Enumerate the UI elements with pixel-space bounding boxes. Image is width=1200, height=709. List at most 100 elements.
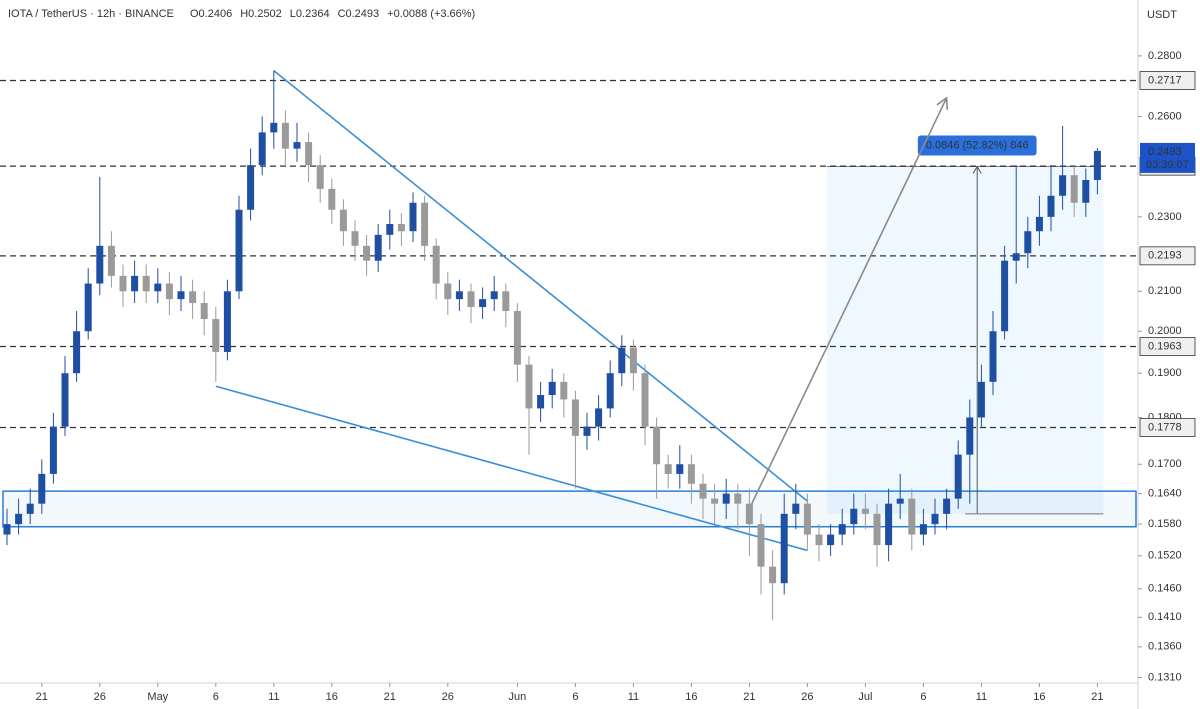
candle-body: [247, 165, 255, 210]
projection-arrow: [748, 97, 948, 510]
x-tick-label: 26: [801, 691, 813, 703]
candle-body: [339, 209, 347, 232]
candle-body: [606, 373, 614, 409]
y-tick-label: 0.1310: [1148, 671, 1182, 683]
candle-body: [757, 524, 765, 567]
candle-body: [293, 142, 301, 149]
candle-body: [432, 245, 440, 284]
candle-body: [641, 373, 649, 427]
candle-body: [223, 291, 231, 352]
candle-body: [838, 524, 846, 535]
x-tick-label: 11: [628, 691, 639, 703]
candle-body: [397, 223, 405, 232]
x-tick-label: 26: [94, 691, 106, 703]
countdown: 03:39:07: [1146, 159, 1189, 171]
y-tick-label: 0.1900: [1148, 367, 1182, 379]
candle-body: [537, 395, 545, 409]
candle-body: [212, 319, 220, 352]
candle-body: [780, 513, 788, 584]
candle-body: [281, 122, 289, 149]
candle-body: [200, 303, 208, 320]
level-label-bg: [1139, 337, 1196, 356]
y-tick-label: 0.2600: [1148, 110, 1182, 122]
header: IOTA / TetherUS · 12h · BINANCE: [8, 8, 174, 20]
candle-body: [479, 299, 487, 308]
candle-body: [235, 209, 243, 292]
candle-body: [687, 464, 695, 484]
candle-body: [1082, 179, 1090, 203]
measure-label-bg: [917, 135, 1037, 156]
candle-body: [919, 524, 927, 535]
candle-body: [676, 464, 684, 474]
candle-body: [966, 417, 974, 455]
candle-body: [560, 381, 568, 400]
candle-body: [931, 513, 939, 525]
candle-body: [711, 498, 719, 504]
candle-body: [26, 503, 34, 514]
candle-body: [351, 231, 359, 246]
candle-body: [803, 503, 811, 535]
level-label-bg: [1139, 418, 1196, 437]
candle-body: [3, 524, 11, 535]
measure-arrowhead: [972, 165, 982, 174]
candle-body: [455, 291, 463, 300]
candle-body: [421, 202, 429, 246]
candle-body: [119, 275, 127, 292]
trendline: [273, 69, 808, 502]
x-tick-label: 6: [213, 691, 219, 703]
x-tick-label: 16: [326, 691, 338, 703]
y-tick-label: 0.1360: [1148, 641, 1182, 653]
candle-body: [548, 381, 556, 396]
candle-body: [583, 426, 591, 436]
candle-body: [38, 473, 46, 504]
x-tick-label: Jun: [509, 691, 527, 703]
candle-body: [1024, 231, 1032, 254]
candle-body: [165, 283, 173, 300]
x-tick-label: 21: [384, 691, 396, 703]
candle-body: [664, 464, 672, 474]
y-tick-label: 0.2000: [1148, 325, 1182, 337]
ohlc-value: L0.2364: [290, 8, 330, 20]
level-label: 0.2717: [1148, 74, 1182, 86]
x-tick-label: 11: [976, 691, 987, 703]
arrowhead: [936, 96, 949, 110]
candle-body: [1059, 175, 1067, 196]
candle-body: [873, 513, 881, 546]
y-tick-label: 0.2800: [1148, 50, 1182, 62]
candle-body: [131, 275, 139, 292]
x-tick-label: 21: [743, 691, 755, 703]
candle-body: [629, 347, 637, 374]
candle-body: [502, 291, 510, 312]
candle-body: [861, 508, 869, 514]
candle-body: [374, 234, 382, 261]
candle-body: [409, 202, 417, 232]
measure-label: 0.0846 (52.82%) 846: [926, 139, 1029, 151]
last-price: 0.2493: [1148, 146, 1182, 158]
candle-body: [363, 245, 371, 261]
measure-box: [827, 166, 1104, 514]
candle-body: [896, 498, 904, 504]
y-tick-label: 0.2300: [1148, 211, 1182, 223]
candle-body: [722, 493, 730, 504]
candle-body: [595, 408, 603, 427]
ohlc-value: H0.2502: [240, 8, 282, 20]
candle-body: [792, 503, 800, 514]
candle-body: [618, 347, 626, 374]
ohlc-value: +0.0088 (+3.66%): [387, 8, 475, 20]
candle-body: [61, 373, 69, 427]
candle-body: [885, 503, 893, 546]
candle-body: [73, 331, 81, 374]
x-tick-label: 16: [685, 691, 697, 703]
x-tick-label: 26: [442, 691, 454, 703]
candle-body: [827, 534, 835, 546]
x-tick-label: 16: [1033, 691, 1045, 703]
candle-body: [1047, 195, 1055, 217]
candle-body: [571, 399, 579, 436]
y-tick-label: 0.1410: [1148, 611, 1182, 623]
symbol-title: IOTA / TetherUS · 12h · BINANCE: [8, 8, 174, 20]
level-label-bg: [1139, 246, 1196, 266]
candle-body: [908, 498, 916, 535]
